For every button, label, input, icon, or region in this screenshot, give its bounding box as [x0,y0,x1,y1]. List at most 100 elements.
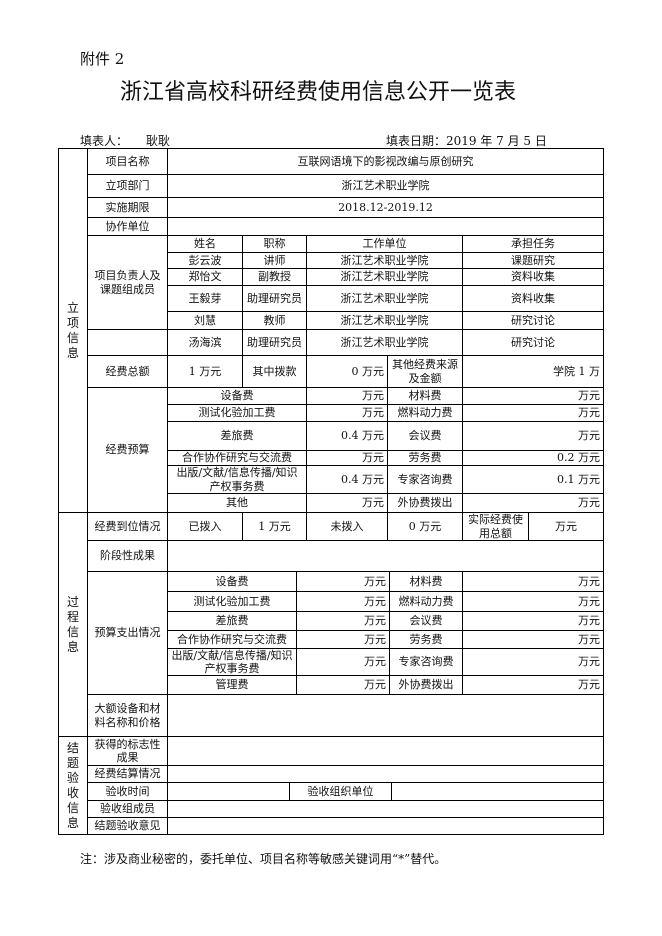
time-label-text: 验收时间 [105,784,150,798]
arrival-label: 经费到位情况 [87,512,168,541]
budget-item-value: 0.2 万元 [462,450,604,466]
budget-item-label: 设备费 [167,387,307,405]
other-value: 学院 1 万 [462,355,604,388]
spend-item-value: 万元 [462,630,604,649]
spend-item-label: 燃料动力费 [389,591,463,612]
spend-item-label-text: 劳务费 [409,632,443,646]
budget-item-label: 劳务费 [387,450,463,466]
project-name-label: 项目名称 [87,148,168,175]
member-cell-text: 汤海滨 [188,335,222,349]
member-cell: 浙江艺术职业学院 [306,285,463,312]
settlement-label: 经费结算情况 [87,765,168,783]
budget-item-value: 万元 [462,493,604,513]
budget-item-value-text: 万元 [578,429,600,443]
budget-item-value-text: 0.4 万元 [341,429,384,443]
member-cell-text: 助理研究员 [247,291,302,305]
member-cell-text: 浙江艺术职业学院 [340,291,429,305]
spend-item-label: 劳务费 [389,630,463,649]
budget-item-label: 差旅费 [167,421,307,451]
acceptance-members-label: 验收组成员 [87,800,168,818]
spend-item-label: 会议费 [389,611,463,631]
filler-name: 耿耿 [146,134,171,148]
achievement-value [167,736,604,766]
spend-label: 预算支出情况 [87,571,168,695]
member-cell: 资料收集 [462,268,604,286]
received-value-text: 1 万元 [258,519,291,533]
section-approval: 立项信息 [58,148,88,513]
spend-item-label-text: 设备费 [215,574,249,588]
budget-item-value: 万元 [306,404,388,422]
member-cell: 副教授 [242,268,307,286]
spend-item-value-text: 万元 [578,594,600,608]
budget-item-label: 专家咨询费 [387,465,463,494]
section-completion: 结题验收信息 [58,736,88,835]
org-label-text: 验收组织单位 [307,784,374,798]
spend-item-label: 测试化验加工费 [167,591,297,612]
spend-item-value-text: 万元 [364,594,386,608]
spend-item-label: 材料费 [389,571,463,592]
member-cell-text: 资料收集 [511,291,555,305]
collab-label-text: 协作单位 [105,219,150,233]
section-process: 过程信息 [58,512,88,737]
section-process-text: 过程信息 [67,594,80,654]
budget-item-value-text: 万元 [362,496,384,510]
member-cell-text: 王毅芽 [188,291,222,305]
budget-label: 经费预算 [87,387,168,513]
actual-label: 实际经费使用总额 [462,512,529,541]
member-cell: 浙江艺术职业学院 [306,311,463,330]
budget-item-value: 0.4 万元 [306,465,388,494]
spend-item-label: 设备费 [167,571,297,592]
budget-item-value: 万元 [462,404,604,422]
spend-item-value-text: 万元 [364,678,386,692]
received-label: 已拨入 [167,512,243,541]
member-cell-text: 浙江艺术职业学院 [340,335,429,349]
budget-item-label-text: 燃料动力费 [397,406,453,420]
budget-item-label: 其他 [167,493,307,513]
page-title: 浙江省高校科研经费使用信息公开一览表 [119,80,516,105]
section-approval-text: 立项信息 [67,300,80,360]
member-cell-text: 助理研究员 [247,335,302,349]
spend-item-value: 万元 [296,591,390,612]
stage-label: 阶段性成果 [87,540,168,572]
budget-item-label: 测试化验加工费 [167,404,307,422]
total-label-text: 经费总额 [105,364,150,378]
member-cell-text: 彭云波 [188,253,222,267]
budget-item-value-text: 万元 [578,389,600,403]
budget-item-value: 万元 [462,421,604,451]
actual-value: 万元 [528,512,604,541]
pending-label: 未拨入 [306,512,388,541]
achievement-label-text: 获得的标志性成果 [94,737,161,764]
pending-value-text: 0 万元 [408,519,442,533]
time-value [167,782,290,801]
time-label: 验收时间 [87,782,168,801]
acceptance-members-label-text: 验收组成员 [100,802,155,816]
members-label: 项目负责人及课题组成员 [87,235,168,330]
spend-item-label-text: 外协费拨出 [398,678,454,692]
allocated-label: 其中拨款 [242,355,307,388]
arrival-label-text: 经费到位情况 [94,519,161,533]
budget-item-value-text: 0.1 万元 [557,472,600,486]
opinion-label: 结题验收意见 [87,817,168,835]
budget-item-value-text: 0.2 万元 [557,451,600,465]
budget-item-value-text: 万元 [578,406,600,420]
spend-item-label: 出版/文献/信息传播/知识产权事务费 [167,648,297,676]
total-value-text: 1 万元 [188,364,222,378]
budget-item-label: 会议费 [387,421,463,451]
large-label-text: 大额设备和材料名称和价格 [94,702,161,729]
spend-item-value-text: 万元 [364,574,386,588]
opinion-value [167,817,604,835]
budget-item-label-text: 测试化验加工费 [198,406,276,420]
other-label-text: 其他经费来源及金额 [392,358,458,385]
project-name-value: 互联网语境下的影视改编与原创研究 [167,148,604,175]
member-cell: 刘慧 [167,311,243,330]
allocated-value: 0 万元 [306,355,388,388]
member-cell-text: 研究讨论 [511,335,555,349]
member-header: 职称 [242,235,307,253]
spend-item-value-text: 万元 [364,632,386,646]
spend-item-value: 万元 [462,571,604,592]
budget-item-label-text: 设备费 [220,389,254,403]
org-value [391,782,604,801]
spend-item-label: 差旅费 [167,611,297,631]
budget-item-label: 出版/文献/信息传播/知识产权事务费 [167,465,307,494]
